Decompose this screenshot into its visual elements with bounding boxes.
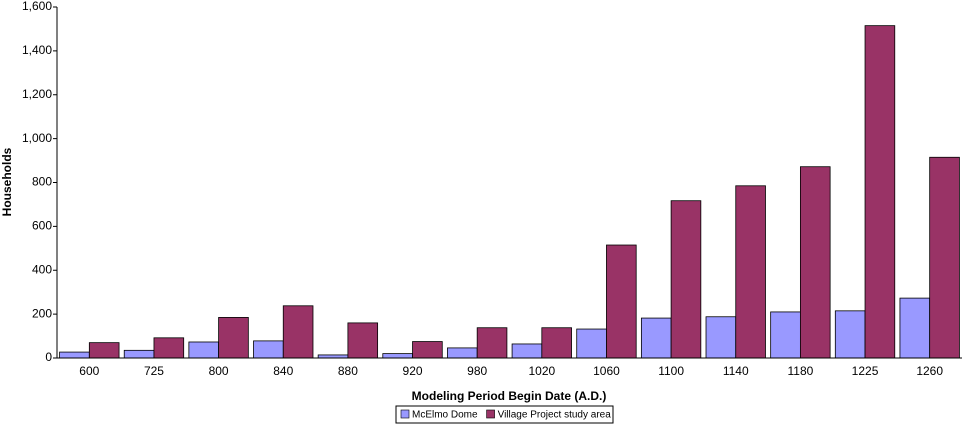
x-tick-label: 1225 bbox=[852, 364, 879, 378]
x-tick-label: 1140 bbox=[723, 364, 749, 378]
bar bbox=[412, 341, 443, 359]
x-tick-label: 600 bbox=[79, 364, 99, 378]
bar bbox=[282, 305, 314, 359]
legend-swatch bbox=[400, 409, 410, 419]
bar bbox=[511, 343, 543, 359]
bar bbox=[253, 340, 284, 359]
x-tick-label: 1260 bbox=[916, 364, 943, 378]
bar bbox=[59, 351, 90, 359]
bar bbox=[218, 317, 249, 359]
bar bbox=[88, 342, 120, 359]
bar bbox=[606, 244, 637, 359]
bar bbox=[834, 310, 866, 359]
y-tick-label: 1,600 bbox=[22, 0, 52, 13]
bar bbox=[188, 341, 220, 359]
bar bbox=[899, 297, 931, 359]
x-tick-label: 1180 bbox=[787, 364, 813, 378]
bar bbox=[541, 327, 572, 359]
x-tick-label: 880 bbox=[338, 364, 358, 378]
bar bbox=[770, 311, 801, 359]
x-tick-label: 1020 bbox=[528, 364, 555, 378]
x-tick-label: 840 bbox=[273, 364, 293, 378]
y-tick-label: 800 bbox=[32, 175, 52, 189]
legend-label: Village Project study area bbox=[498, 410, 612, 421]
x-tick-label: 980 bbox=[467, 364, 487, 378]
bar bbox=[576, 328, 607, 359]
y-tick-label: 600 bbox=[32, 219, 52, 233]
y-tick-label: 0 bbox=[45, 350, 52, 364]
y-tick-label: 1,000 bbox=[22, 131, 52, 145]
bar bbox=[347, 322, 379, 359]
x-tick-label: 725 bbox=[144, 364, 164, 378]
y-tick-label: 1,200 bbox=[22, 87, 52, 101]
bar bbox=[670, 200, 702, 359]
legend-label: McElmo Dome bbox=[412, 410, 478, 421]
x-tick-label: 920 bbox=[403, 364, 423, 378]
x-tick-label: 1100 bbox=[658, 364, 684, 378]
bar bbox=[640, 317, 672, 359]
bar bbox=[735, 185, 766, 359]
y-axis-label: Households bbox=[0, 147, 14, 216]
bar bbox=[153, 337, 185, 359]
y-tick-label: 400 bbox=[32, 262, 52, 276]
legend-swatch bbox=[486, 409, 495, 419]
x-tick-label: 800 bbox=[209, 364, 229, 378]
bar bbox=[929, 156, 960, 359]
bar bbox=[382, 353, 413, 359]
y-tick-label: 200 bbox=[32, 306, 52, 320]
bar bbox=[447, 347, 478, 359]
x-tick-label: 1060 bbox=[593, 364, 620, 378]
x-axis-label: Modeling Period Begin Date (A.D.) bbox=[412, 389, 607, 403]
bar bbox=[705, 316, 737, 359]
legend-box bbox=[395, 405, 614, 424]
bar bbox=[864, 25, 896, 359]
legend: McElmo Dome Village Project study area bbox=[395, 405, 614, 424]
bar bbox=[476, 327, 508, 359]
bar bbox=[799, 166, 831, 359]
bar bbox=[123, 349, 155, 359]
y-tick-label: 1,400 bbox=[22, 43, 52, 57]
